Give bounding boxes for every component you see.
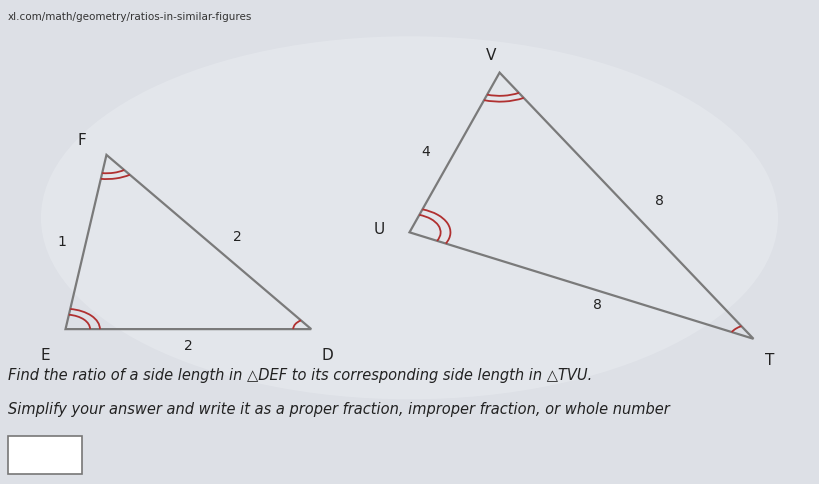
Text: 2: 2 [184, 339, 192, 353]
Text: xl.com/math/geometry/ratios-in-similar-figures: xl.com/math/geometry/ratios-in-similar-f… [8, 12, 252, 22]
Text: T: T [765, 353, 775, 368]
Text: Find the ratio of a side length in △DEF to its corresponding side length in △TVU: Find the ratio of a side length in △DEF … [8, 368, 592, 383]
Bar [8, 436, 82, 474]
Text: U: U [373, 223, 385, 237]
Text: D: D [322, 348, 333, 363]
Text: E: E [40, 348, 50, 363]
Text: 4: 4 [422, 146, 430, 159]
Text: 1: 1 [57, 235, 66, 249]
Text: 2: 2 [233, 230, 242, 244]
Text: 8: 8 [655, 194, 663, 208]
Text: V: V [486, 48, 496, 63]
Text: 8: 8 [594, 298, 602, 312]
Text: Simplify your answer and write it as a proper fraction, improper fraction, or wh: Simplify your answer and write it as a p… [8, 402, 670, 417]
Ellipse shape [41, 36, 778, 399]
Text: F: F [77, 133, 86, 148]
